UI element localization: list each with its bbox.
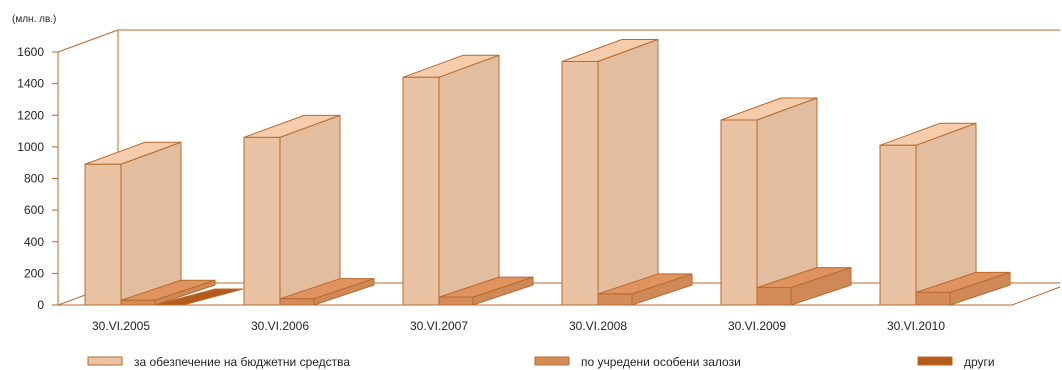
legend-swatch bbox=[87, 356, 123, 366]
bar-secured-budget-funds bbox=[561, 38, 659, 306]
legend-label: по учредени особени залози bbox=[581, 355, 741, 369]
bar-special-pledges bbox=[915, 271, 1011, 306]
bar-secured-budget-funds bbox=[720, 97, 818, 306]
x-category-label: 30.VI.2005 bbox=[92, 319, 150, 333]
y-tick-label: 400 bbox=[24, 235, 44, 249]
x-category-label: 30.VI.2006 bbox=[251, 319, 309, 333]
x-axis-labels: 30.VI.2005 30.VI.2006 30.VI.2007 30.VI.2008… bbox=[92, 319, 945, 333]
bar-secured-budget-funds-side bbox=[597, 38, 659, 306]
y-tick-label: 200 bbox=[24, 266, 44, 280]
bars bbox=[84, 38, 1011, 306]
bar-other-top bbox=[154, 288, 244, 306]
bar-secured-budget-funds bbox=[879, 122, 977, 306]
bar-secured-budget-funds bbox=[402, 54, 500, 306]
legend-swatch bbox=[534, 356, 570, 366]
y-unit-label: (млн. лв.) bbox=[12, 14, 56, 25]
bar-special-pledges bbox=[279, 278, 375, 306]
x-category-label: 30.VI.2007 bbox=[410, 319, 468, 333]
x-category-label: 30.VI.2008 bbox=[569, 319, 627, 333]
y-tick-label: 0 bbox=[37, 298, 44, 312]
bar-secured-budget-funds bbox=[243, 114, 341, 306]
bar-special-pledges-front bbox=[915, 291, 951, 306]
bar-other bbox=[154, 288, 244, 306]
y-tick-label: 600 bbox=[24, 203, 44, 217]
bar-secured-budget-funds-front bbox=[561, 60, 599, 306]
wall-top-diagonal bbox=[57, 29, 119, 53]
bar-secured-budget-funds-front bbox=[879, 144, 917, 306]
y-tick-label: 800 bbox=[24, 172, 44, 186]
bar-secured-budget-funds-front bbox=[84, 163, 122, 306]
bar-special-pledges bbox=[120, 279, 216, 306]
bar-special-pledges bbox=[756, 267, 852, 306]
y-tick-label: 1400 bbox=[17, 77, 44, 91]
legend-label: други bbox=[964, 355, 995, 369]
bar-special-pledges-front bbox=[120, 299, 156, 306]
x-category-label: 30.VI.2010 bbox=[887, 319, 945, 333]
bar-secured-budget-funds-side bbox=[120, 141, 182, 306]
y-tick-label: 1600 bbox=[17, 45, 44, 59]
legend: за обезпечение на бюджетни средства по уч… bbox=[87, 355, 995, 369]
bar-secured-budget-funds-side bbox=[438, 54, 500, 306]
bar-special-pledges bbox=[597, 273, 693, 306]
bar-special-pledges-front bbox=[438, 296, 474, 306]
bar-special-pledges-front bbox=[279, 298, 315, 306]
y-tick-label: 1000 bbox=[17, 140, 44, 154]
legend-label: за обезпечение на бюджетни средства bbox=[134, 355, 350, 369]
bar-secured-budget-funds-side bbox=[279, 114, 341, 306]
bar-special-pledges-front bbox=[756, 287, 792, 306]
bar-special-pledges-front bbox=[597, 293, 633, 306]
floor-right-edge bbox=[1011, 286, 1061, 306]
bar-secured-budget-funds bbox=[84, 141, 182, 306]
y-axis: 0 200 400 600 800 1000 1200 1400 1600 bbox=[17, 45, 59, 312]
legend-swatch bbox=[917, 356, 953, 366]
x-category-label: 30.VI.2009 bbox=[728, 319, 786, 333]
bar-secured-budget-funds-front bbox=[720, 119, 758, 306]
bar-secured-budget-funds-front bbox=[402, 76, 440, 306]
bar-secured-budget-funds-front bbox=[243, 136, 281, 306]
y-tick-label: 1200 bbox=[17, 108, 44, 122]
bar-special-pledges bbox=[438, 276, 534, 306]
